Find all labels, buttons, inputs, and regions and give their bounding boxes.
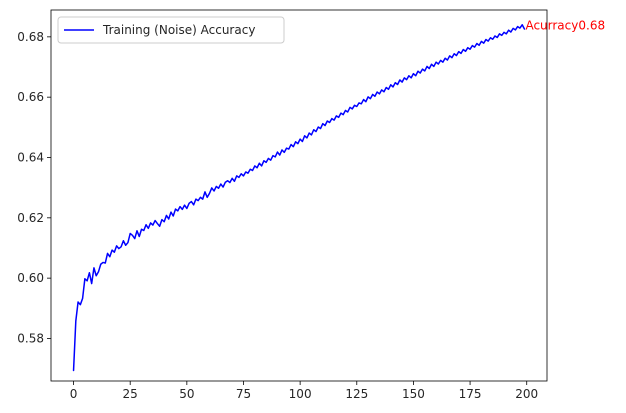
y-tick-label: 0.62 [17, 211, 44, 225]
x-tick-label: 200 [515, 387, 538, 401]
x-tick-label: 175 [459, 387, 482, 401]
x-axis-ticks: 0 25 50 75 100 125 150 175 200 [70, 381, 538, 401]
legend: Training (Noise) Accuracy [57, 16, 285, 44]
y-tick-label: 0.58 [17, 331, 44, 345]
x-tick-label: 150 [402, 387, 425, 401]
annotation-layer: Acurracy0.68 [525, 19, 605, 33]
x-tick-label: 75 [236, 387, 251, 401]
series-line-training-noise-accuracy [72, 24, 526, 372]
x-tick-label: 25 [123, 387, 138, 401]
x-tick-label: 0 [70, 387, 78, 401]
y-tick-label: 0.60 [17, 271, 44, 285]
axes-frame [50, 9, 548, 382]
y-tick-label: 0.66 [17, 90, 44, 104]
y-tick-label: 0.68 [17, 30, 44, 44]
series-layer [72, 24, 526, 372]
y-tick-label: 0.64 [17, 150, 44, 164]
x-tick-label: 100 [289, 387, 312, 401]
x-tick-label: 50 [179, 387, 194, 401]
plot-area-border [50, 9, 548, 382]
legend-label: Training (Noise) Accuracy [102, 23, 255, 37]
accuracy-annotation: Acurracy0.68 [525, 19, 605, 33]
y-axis-ticks: 0.58 0.60 0.62 0.64 0.66 0.68 [17, 30, 51, 345]
legend-box [57, 16, 285, 44]
x-tick-label: 125 [345, 387, 368, 401]
